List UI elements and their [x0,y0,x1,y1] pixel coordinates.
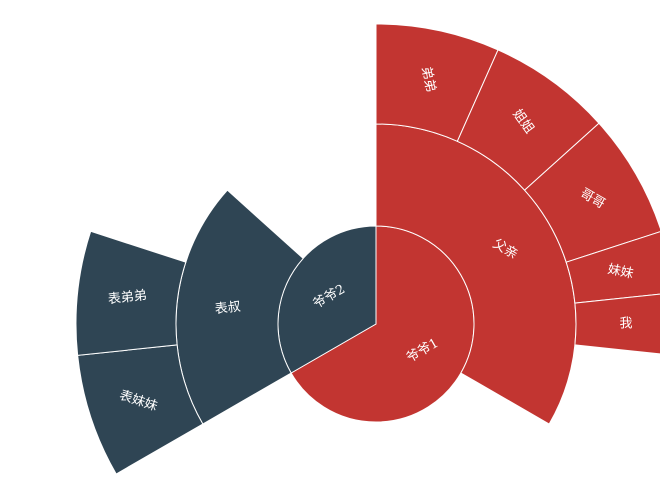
label-1-0: 表叔 [214,300,241,318]
label-0-0-0: 弟弟 [418,65,438,94]
sunburst-sectors [75,23,660,475]
label-0-0-4: 我 [619,317,632,332]
label-0-0-3: 妹妹 [606,262,635,282]
label-1-0-1: 表弟弟 [107,288,147,307]
sector-0-0-4[interactable] [574,293,660,356]
sector-1-0-1[interactable] [75,230,187,356]
